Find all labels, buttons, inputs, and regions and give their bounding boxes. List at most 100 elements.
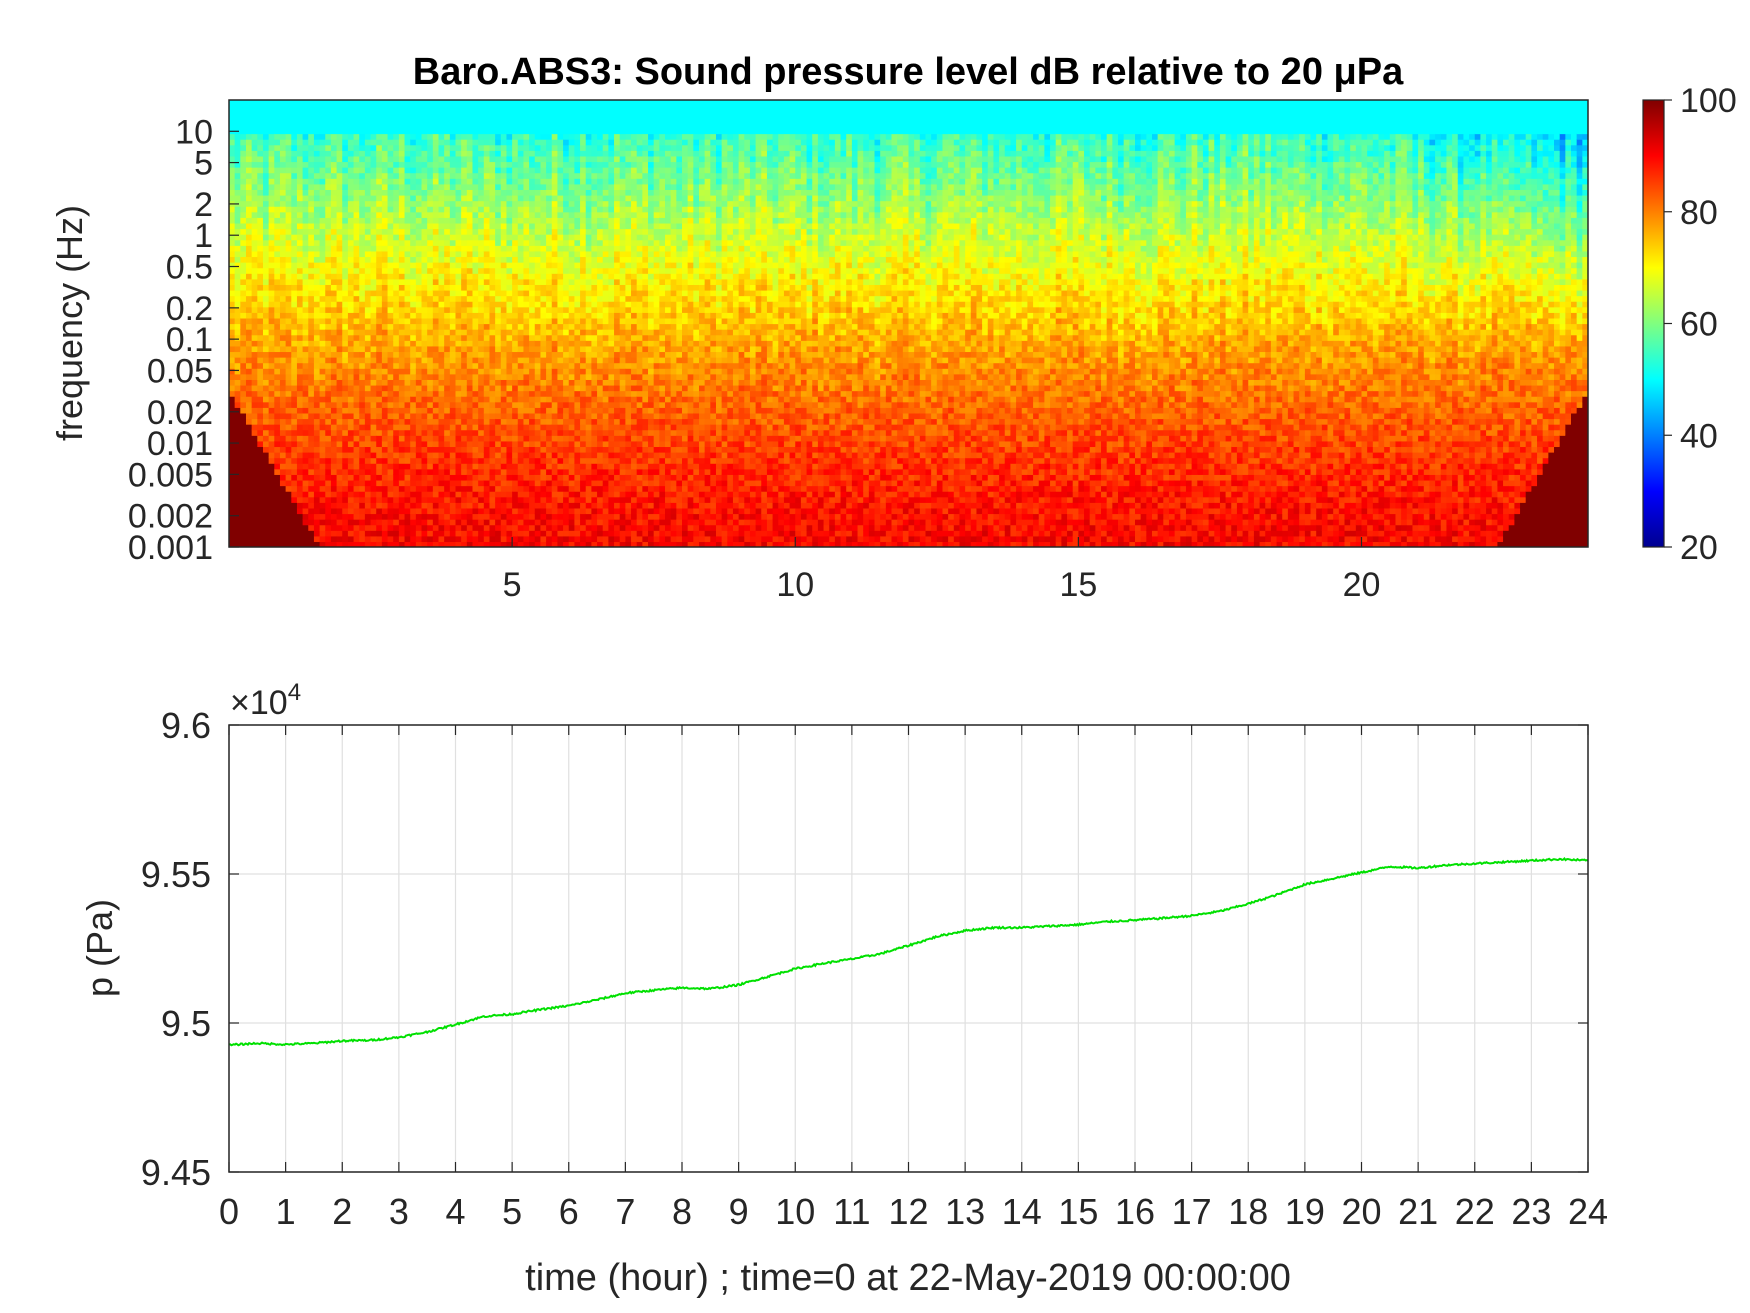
heatmap-cell xyxy=(296,267,304,274)
heatmap-cell xyxy=(438,228,445,235)
heatmap-cell xyxy=(279,519,287,526)
heatmap-cell xyxy=(274,256,281,263)
heatmap-cell xyxy=(472,155,479,163)
heatmap-cell xyxy=(296,301,304,308)
heatmap-cell xyxy=(461,150,468,157)
heatmap-cell xyxy=(319,457,326,464)
heatmap-cell xyxy=(415,211,423,218)
heatmap-cell xyxy=(342,183,349,190)
heatmap-cell xyxy=(529,278,536,285)
heatmap-cell xyxy=(359,228,366,235)
heatmap-cell xyxy=(529,127,536,135)
heatmap-cell xyxy=(438,222,445,230)
heatmap-cell xyxy=(240,139,247,146)
heatmap-cell xyxy=(415,127,423,135)
heatmap-cell xyxy=(472,496,479,503)
heatmap-cell xyxy=(506,178,513,185)
heatmap-cell xyxy=(472,105,479,112)
heatmap-cell xyxy=(483,234,491,241)
heatmap-cell xyxy=(376,256,383,263)
heatmap-cell xyxy=(483,278,491,285)
heatmap-cell xyxy=(546,407,553,414)
heatmap-cell xyxy=(523,245,530,252)
heatmap-cell xyxy=(449,206,457,213)
heatmap-cell xyxy=(546,329,553,336)
heatmap-cell xyxy=(421,183,428,190)
heatmap-cell xyxy=(449,340,457,347)
heatmap-cell xyxy=(512,289,519,297)
heatmap-cell xyxy=(234,172,241,179)
heatmap-cell xyxy=(319,463,326,470)
heatmap-cell xyxy=(478,150,485,157)
heatmap-cell xyxy=(302,519,309,526)
heatmap-cell xyxy=(262,116,270,123)
heatmap-cell xyxy=(472,178,479,185)
heatmap-cell xyxy=(325,122,332,129)
heatmap-cell xyxy=(381,323,389,330)
heatmap-cell xyxy=(506,139,513,146)
heatmap-cell xyxy=(291,194,298,202)
heatmap-cell xyxy=(291,139,298,146)
heatmap-cell xyxy=(444,368,451,375)
heatmap-cell xyxy=(455,200,462,207)
heatmap-cell xyxy=(229,530,236,537)
heatmap-cell xyxy=(427,463,434,470)
heatmap-cell xyxy=(500,239,508,246)
heatmap-cell xyxy=(262,278,270,285)
heatmap-cell xyxy=(461,396,468,403)
heatmap-cell xyxy=(415,418,423,425)
heatmap-cell xyxy=(313,519,321,526)
heatmap-cell xyxy=(274,474,281,481)
heatmap-cell xyxy=(302,401,309,408)
heatmap-cell xyxy=(557,396,564,403)
heatmap-cell xyxy=(364,362,372,369)
heatmap-cell xyxy=(268,440,275,448)
heatmap-cell xyxy=(449,329,457,336)
heatmap-cell xyxy=(444,273,451,280)
heatmap-cell xyxy=(444,424,451,431)
heatmap-cell xyxy=(540,301,547,308)
heatmap-cell xyxy=(381,429,389,436)
heatmap-cell xyxy=(478,507,485,515)
heatmap-cell xyxy=(427,262,434,269)
heatmap-cell xyxy=(546,284,553,291)
heatmap-cell xyxy=(534,234,542,241)
heatmap-cell xyxy=(313,401,321,408)
heatmap-cell xyxy=(274,239,281,246)
heatmap-cell xyxy=(325,222,332,230)
heatmap-cell xyxy=(319,345,326,353)
heatmap-cell xyxy=(234,256,241,263)
heatmap-cell xyxy=(478,234,485,241)
heatmap-cell xyxy=(262,323,270,330)
heatmap-cell xyxy=(296,250,304,258)
heatmap-cell xyxy=(512,474,519,481)
heatmap-cell xyxy=(568,340,576,347)
heatmap-cell xyxy=(523,273,530,280)
heatmap-cell xyxy=(262,457,270,464)
heatmap-cell xyxy=(546,362,553,369)
heatmap-cell xyxy=(364,530,372,537)
heatmap-cell xyxy=(234,513,241,520)
heatmap-cell xyxy=(546,446,553,453)
heatmap-cell xyxy=(325,502,332,509)
heatmap-cell xyxy=(330,211,338,218)
heatmap-cell xyxy=(393,228,400,235)
heatmap-cell xyxy=(393,189,400,196)
heatmap-cell xyxy=(291,172,298,179)
heatmap-cell xyxy=(302,452,309,459)
heatmap-cell xyxy=(257,535,264,543)
heatmap-cell xyxy=(330,373,338,380)
heatmap-cell xyxy=(574,524,581,531)
heatmap-cell xyxy=(529,345,536,353)
heatmap-cell xyxy=(234,234,241,241)
heatmap-cell xyxy=(330,479,338,487)
heatmap-cell xyxy=(563,144,570,151)
heatmap-cell xyxy=(342,250,349,258)
heatmap-cell xyxy=(404,228,411,235)
heatmap-cell xyxy=(551,390,559,397)
heatmap-cell xyxy=(534,172,542,179)
heatmap-cell xyxy=(257,485,264,492)
heatmap-cell xyxy=(245,334,253,341)
heatmap-cell xyxy=(557,301,564,308)
heatmap-cell xyxy=(563,267,570,274)
